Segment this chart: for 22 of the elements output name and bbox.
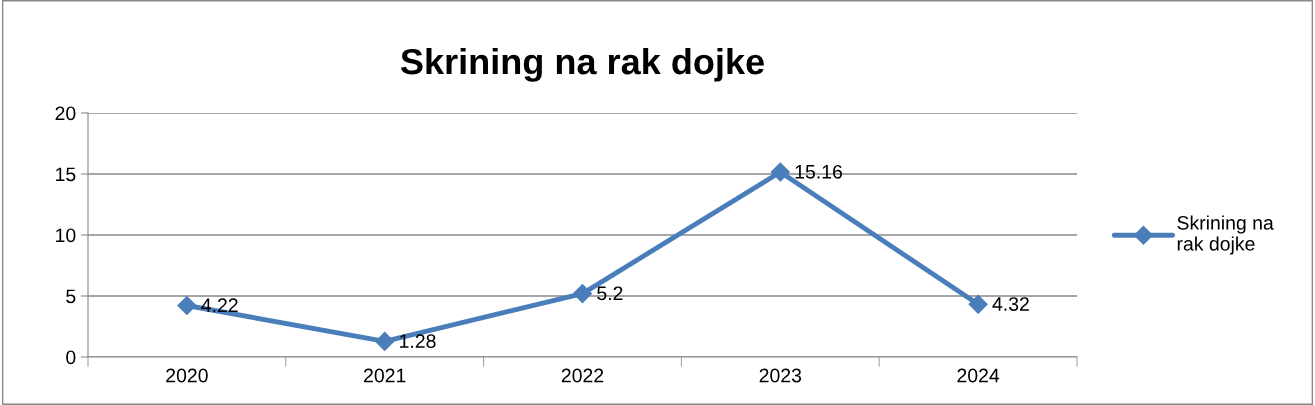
y-tick-label: 20 <box>55 106 76 121</box>
data-label: 1.28 <box>400 334 436 348</box>
y-tick-label: 5 <box>66 289 76 304</box>
x-tick-label: 2020 <box>166 368 208 383</box>
y-tick-label: 0 <box>66 350 76 365</box>
y-tick-label: 10 <box>56 228 76 243</box>
legend-label: Skrining na rak dojke <box>1177 215 1274 255</box>
y-tick-label: 15 <box>56 167 76 182</box>
point <box>572 284 593 304</box>
point <box>375 331 395 351</box>
data-label: 15.16 <box>795 164 842 179</box>
x-tick-label: 2024 <box>957 368 1000 383</box>
point <box>177 295 197 316</box>
x-tick-label: 2021 <box>364 368 406 383</box>
point <box>968 294 988 314</box>
data-label: 4.22 <box>201 298 238 312</box>
x-tick-label: 2022 <box>561 368 604 383</box>
data-label: 5.2 <box>597 286 623 301</box>
x-tick-label: 2023 <box>759 368 802 383</box>
data-label: 4.32 <box>992 297 1029 311</box>
point <box>770 162 790 182</box>
chart-title: Skrining na rak dojke <box>400 47 764 82</box>
